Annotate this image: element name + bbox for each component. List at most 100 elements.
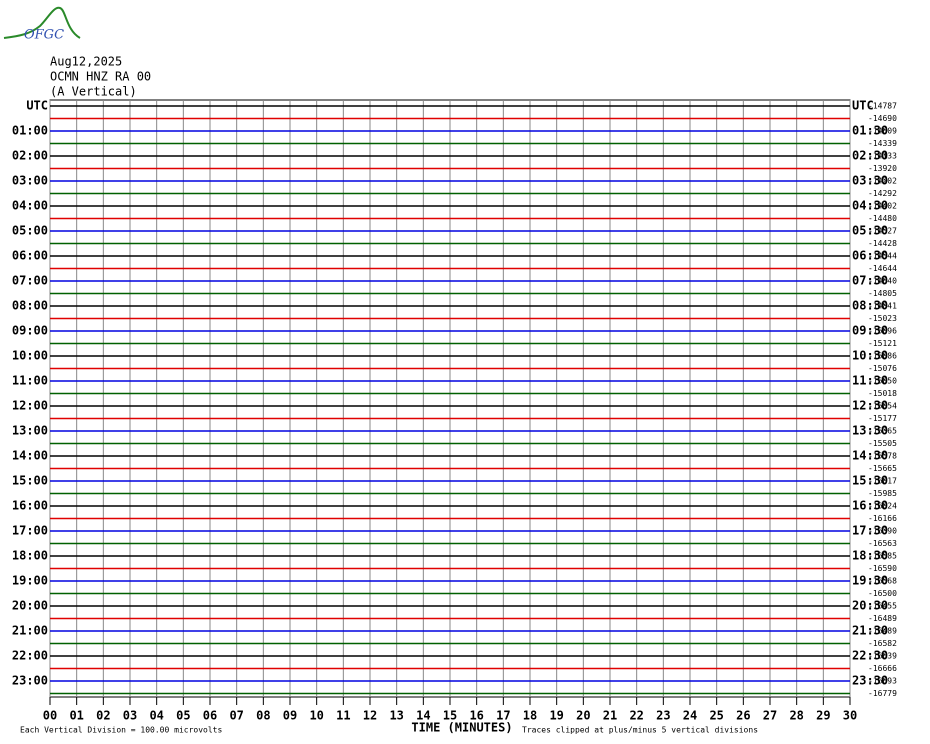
x-tick-label: 08: [256, 709, 270, 723]
trace-offset: -14609: [868, 127, 897, 136]
trace-offset: -13920: [868, 164, 897, 173]
left-time-label: 12:00: [12, 399, 48, 413]
left-time-label: 18:00: [12, 549, 48, 563]
trace-offset: -16500: [868, 589, 897, 598]
right-time-label: 21:30: [852, 624, 888, 638]
right-time-label: 13:30: [852, 424, 888, 438]
right-time-label: 15:30: [852, 474, 888, 488]
x-tick-label: 16: [469, 709, 483, 723]
trace-offset: -15023: [868, 314, 897, 323]
right-time-label: 23:30: [852, 674, 888, 688]
x-tick-label: 23: [656, 709, 670, 723]
logo-curve: [3, 6, 81, 39]
right-time-label: 09:30: [852, 324, 888, 338]
header-station: OCMN HNZ RA 00: [50, 70, 151, 84]
trace-offset: -15096: [868, 327, 897, 336]
trace-offset: -14690: [868, 114, 897, 123]
x-tick-label: 28: [789, 709, 803, 723]
trace-offset: -14805: [868, 289, 897, 298]
trace-offset: -15985: [868, 489, 897, 498]
left-time-label: 09:00: [12, 324, 48, 338]
trace-offset: -14428: [868, 239, 897, 248]
trace-offset: -14644: [868, 264, 897, 273]
left-time-label: 17:00: [12, 524, 48, 538]
x-tick-label: 01: [69, 709, 83, 723]
x-tick-label: 25: [709, 709, 723, 723]
right-time-label: 20:30: [852, 599, 888, 613]
left-time-label: UTC: [26, 99, 48, 113]
x-tick-label: 02: [96, 709, 110, 723]
right-time-label: 02:30: [852, 149, 888, 163]
trace-offset: -14480: [868, 214, 897, 223]
right-time-label: 01:30: [852, 124, 888, 138]
left-time-label: 23:00: [12, 674, 48, 688]
right-time-label: 16:30: [852, 499, 888, 513]
left-time-label: 03:00: [12, 174, 48, 188]
trace-offset: -14544: [868, 252, 897, 261]
trace-offset: -14292: [868, 189, 897, 198]
left-time-label: 05:00: [12, 224, 48, 238]
right-time-label: 10:30: [852, 349, 888, 363]
left-time-label: 16:00: [12, 499, 48, 513]
left-time-label: 02:00: [12, 149, 48, 163]
x-tick-label: 30: [843, 709, 857, 723]
left-time-label: 13:00: [12, 424, 48, 438]
trace-offset: -16666: [868, 664, 897, 673]
x-tick-label: 22: [629, 709, 643, 723]
right-time-label: 22:30: [852, 649, 888, 663]
left-time-label: 11:00: [12, 374, 48, 388]
trace-offset: -16390: [868, 527, 897, 536]
trace-offset: -15086: [868, 352, 897, 361]
trace-offset: -16489: [868, 627, 897, 636]
left-time-label: 08:00: [12, 299, 48, 313]
x-tick-label: 00: [43, 709, 57, 723]
right-time-label: 07:30: [852, 274, 888, 288]
trace-offset: -14787: [868, 102, 897, 111]
right-time-label: 17:30: [852, 524, 888, 538]
trace-offset: -15121: [868, 339, 897, 348]
x-tick-label: 13: [389, 709, 403, 723]
trace-offset: -16590: [868, 564, 897, 573]
x-tick-label: 18: [523, 709, 537, 723]
trace-offset: -16582: [868, 639, 897, 648]
x-tick-label: 14: [416, 709, 430, 723]
footer-clip: Traces clipped at plus/minus 5 vertical …: [522, 726, 758, 735]
right-time-label: 06:30: [852, 249, 888, 263]
logo-text: OFGC: [24, 28, 64, 43]
x-tick-label: 29: [816, 709, 830, 723]
trace-offset: -16693: [868, 677, 897, 686]
right-time-label: 04:30: [852, 199, 888, 213]
right-time-label: 03:30: [852, 174, 888, 188]
trace-offset: -15054: [868, 402, 897, 411]
trace-offset: -16779: [868, 689, 897, 698]
x-tick-label: 09: [283, 709, 297, 723]
x-tick-label: 27: [763, 709, 777, 723]
trace-offset: -16455: [868, 602, 897, 611]
trace-offset: -16017: [868, 477, 897, 486]
x-tick-label: 20: [576, 709, 590, 723]
x-tick-label: 17: [496, 709, 510, 723]
left-time-label: 15:00: [12, 474, 48, 488]
trace-offset: -14841: [868, 302, 897, 311]
trace-offset: -15050: [868, 377, 897, 386]
x-tick-label: 15: [443, 709, 457, 723]
trace-offset: -16024: [868, 502, 897, 511]
left-time-label: 20:00: [12, 599, 48, 613]
trace-offset: -14202: [868, 177, 897, 186]
footer-scale: Each Vertical Division = 100.00 microvol…: [20, 726, 222, 735]
trace-offset: -16639: [868, 652, 897, 661]
right-time-label: 08:30: [852, 299, 888, 313]
left-time-label: 06:00: [12, 249, 48, 263]
x-tick-label: 12: [363, 709, 377, 723]
x-tick-label: 07: [229, 709, 243, 723]
right-time-label: 12:30: [852, 399, 888, 413]
trace-offset: -15665: [868, 464, 897, 473]
trace-offset: -16585: [868, 552, 897, 561]
left-time-label: 07:00: [12, 274, 48, 288]
trace-offset: -14402: [868, 202, 897, 211]
trace-offset: -16568: [868, 577, 897, 586]
trace-offset: -15177: [868, 414, 897, 423]
trace-offset: -15018: [868, 389, 897, 398]
trace-offset: -14527: [868, 227, 897, 236]
